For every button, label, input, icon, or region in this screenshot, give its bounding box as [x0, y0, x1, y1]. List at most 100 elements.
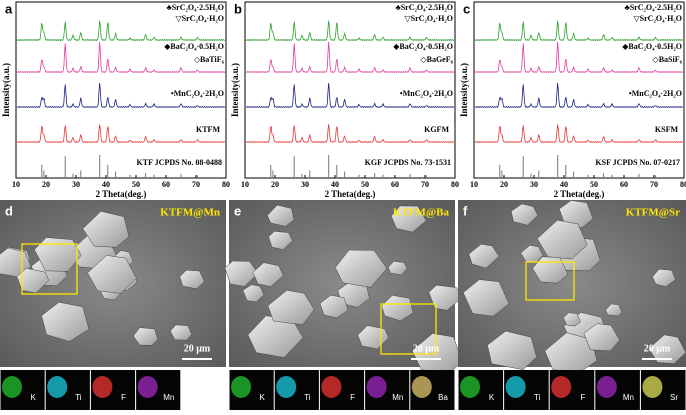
crystal: [133, 327, 159, 346]
x-tick-label: 60: [620, 180, 628, 189]
x-axis-label: 2 Theta(deg.): [554, 189, 605, 199]
map-signal: [321, 376, 342, 398]
sample-label: KSFM: [655, 125, 679, 134]
xrd-trace: [474, 20, 683, 42]
map-label: F: [580, 393, 585, 402]
crystal: [268, 231, 293, 250]
xrd-trace: [16, 124, 225, 144]
map-label: F: [350, 393, 355, 402]
panel-label: d: [5, 203, 13, 218]
legend-text: ◇BaTiF₆: [194, 55, 225, 64]
legend-text: •MnC₂O₄·2H₂O: [629, 89, 682, 98]
panel-label: e: [234, 203, 241, 218]
crystal: [267, 204, 295, 227]
legend-text: ▽SrC₂O₄·H₂O: [634, 14, 682, 23]
crystal: [388, 261, 408, 276]
map-label: Ti: [304, 393, 311, 402]
crystal: [16, 268, 50, 294]
map-label: Ti: [75, 393, 82, 402]
sem-title: KTFM@Sr: [626, 207, 680, 219]
xrd-trace: [16, 41, 226, 74]
sample-label: KTFM: [196, 125, 220, 134]
x-tick-label: 10: [241, 180, 249, 189]
legend-text: ▽SrC₂O₄·H₂O: [176, 14, 224, 23]
x-axis-label: 2 Theta(deg.): [96, 189, 147, 199]
xrd-trace: [245, 41, 455, 74]
x-tick-label: 40: [560, 180, 568, 189]
map-label: K: [31, 393, 37, 402]
map-signal: [92, 376, 113, 398]
crystal: [391, 205, 427, 233]
x-tick-label: 50: [361, 180, 369, 189]
map-signal: [276, 376, 297, 398]
sem-title: KTFM@Ba: [393, 207, 450, 219]
x-tick-label: 30: [530, 180, 538, 189]
legend-text: •MnC₂O₄·2H₂O: [171, 89, 224, 98]
x-tick-label: 30: [301, 180, 309, 189]
xrd-trace: [16, 20, 226, 42]
highlight-box: [21, 243, 78, 295]
map-signal: [366, 376, 387, 398]
x-tick-label: 70: [421, 180, 429, 189]
plot-frame: [15, 1, 227, 179]
map-signal: [2, 376, 22, 398]
x-tick-label: 10: [470, 180, 478, 189]
legend-text: ◆BaC₂O₄·0.5H₂O: [393, 42, 453, 51]
map-label: Mn: [392, 393, 403, 402]
crystal: [34, 237, 82, 272]
reference-label: KGF JCPDS No. 73-1531: [365, 158, 451, 167]
y-axis-label: Intensity(a.u.): [1, 63, 11, 117]
crystal: [267, 290, 315, 326]
xrd-trace: [245, 83, 455, 109]
scale-label: 20 μm: [413, 343, 440, 354]
crystal: [224, 260, 259, 287]
crystal: [242, 284, 265, 303]
x-tick-label: 20: [42, 180, 50, 189]
highlight-box: [525, 261, 575, 301]
highlight-box: [380, 303, 437, 355]
x-tick-label: 40: [331, 180, 339, 189]
crystal: [462, 279, 510, 317]
sample-label: KGFM: [424, 125, 449, 134]
x-tick-label: 30: [72, 180, 80, 189]
sem-title: KTFM@Mn: [160, 207, 220, 219]
crystal: [82, 211, 130, 248]
x-tick-label: 50: [132, 180, 140, 189]
map-signal: [505, 376, 526, 398]
x-tick-label: 80: [222, 180, 230, 189]
crystal: [170, 324, 193, 341]
crystal: [319, 294, 349, 319]
scale-label: 20 μm: [184, 343, 211, 354]
map-label: Sr: [670, 393, 678, 402]
x-tick-label: 40: [102, 180, 110, 189]
legend-text: ♣SrC₂O₄·2.5H₂O: [395, 3, 453, 12]
legend-text: ♣SrC₂O₄·2.5H₂O: [166, 3, 224, 12]
plot-frame: [473, 1, 685, 179]
legend-text: ◆BaC₂O₄·0.5H₂O: [622, 42, 682, 51]
crystal: [487, 330, 537, 370]
map-signal: [411, 376, 432, 398]
crystal: [563, 312, 581, 327]
panel-label: f: [463, 203, 468, 218]
y-axis-label: Intensity(a.u.): [459, 63, 469, 117]
x-tick-label: 70: [192, 180, 200, 189]
map-signal: [551, 376, 572, 398]
map-signal: [137, 376, 158, 398]
map-signal: [460, 376, 480, 398]
x-tick-label: 50: [590, 180, 598, 189]
legend-text: ◇BaGeF₆: [420, 55, 453, 64]
x-tick-label: 80: [451, 180, 459, 189]
legend-text: •MnC₂O₄·2H₂O: [400, 89, 453, 98]
crystal: [536, 219, 588, 260]
scale-label: 20 μm: [644, 343, 671, 354]
legend-text: ◇BaSiF₆: [653, 55, 683, 64]
crystal: [179, 269, 205, 290]
map-label: Mn: [623, 393, 634, 402]
x-tick-label: 70: [650, 180, 658, 189]
crystal: [252, 262, 284, 287]
panel-label: c: [463, 1, 470, 16]
xrd-trace: [16, 83, 226, 109]
x-tick-label: 20: [500, 180, 508, 189]
x-tick-label: 20: [271, 180, 279, 189]
